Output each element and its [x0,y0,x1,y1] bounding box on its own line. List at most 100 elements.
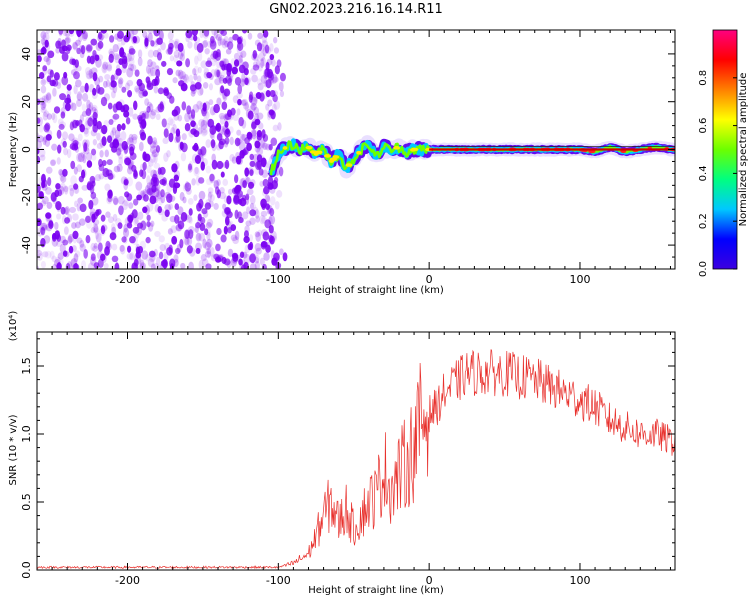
noise-speck [52,79,59,87]
noise-speck [60,111,66,119]
noise-speck [63,207,69,215]
noise-speck [136,78,143,87]
noise-speck [208,99,214,106]
noise-speck [117,195,125,205]
noise-speck [256,112,264,120]
noise-speck [236,254,241,263]
noise-speck [262,134,269,142]
noise-speck [92,117,98,127]
noise-speck [40,154,46,161]
noise-speck [198,177,205,184]
noise-speck [38,71,45,80]
noise-speck [238,36,244,43]
noise-speck [45,92,52,101]
noise-speck [256,159,262,170]
noise-speck [168,203,173,210]
noise-speck [249,169,254,177]
noise-speck [179,191,185,201]
noise-speck [123,223,128,233]
noise-speck [185,180,190,189]
noise-speck [154,204,160,213]
noise-speck [123,110,130,118]
noise-speck [129,236,136,244]
noise-speck [69,206,77,214]
noise-speck [213,179,219,189]
noise-speck [76,99,83,107]
noise-speck [147,135,153,144]
noise-speck [124,191,130,198]
noise-speck [37,218,42,227]
noise-speck [46,201,53,209]
y-tick-label: -20 [20,188,33,206]
noise-speck [250,103,257,111]
noise-speck [168,42,174,50]
noise-speck [159,101,164,110]
noise-speck [268,224,274,234]
noise-speck [269,43,274,52]
noise-speck [249,105,256,113]
noise-speck [90,256,97,266]
noise-speck [206,231,211,241]
noise-speck [141,89,148,97]
noise-speck [96,120,102,130]
noise-speck [153,248,158,257]
noise-speck [184,182,192,192]
noise-speck [106,135,113,144]
noise-speck [101,64,108,74]
noise-speck [220,234,227,243]
noise-speck [70,257,78,268]
noise-speck [158,197,163,206]
noise-speck [205,139,212,148]
noise-speck [197,213,202,222]
noise-speck [157,48,162,56]
noise-speck [156,171,164,180]
noise-speck [162,137,169,145]
noise-speck [41,101,47,109]
noise-speck [238,64,246,74]
noise-speck [75,79,82,88]
noise-speck [234,137,241,147]
noise-speck [81,169,86,179]
noise-speck [126,166,133,175]
noise-speck [45,187,52,195]
noise-speck [75,39,81,46]
noise-speck [111,243,118,251]
noise-speck [249,195,256,205]
noise-speck [273,36,278,44]
colorbar-tick-label: 0.6 [698,118,709,134]
noise-speck [108,118,114,126]
noise-speck [224,113,232,121]
noise-speck [147,67,154,77]
noise-speck [271,180,278,190]
noise-speck [226,211,233,219]
noise-speck [117,152,124,160]
noise-speck [149,67,157,77]
noise-speck [53,72,60,81]
noise-speck [97,242,103,252]
noise-speck [51,143,58,151]
noise-speck [113,197,119,206]
noise-speck [208,73,214,81]
noise-speck [169,95,175,104]
noise-speck [91,106,97,114]
noise-speck [246,188,254,196]
noise-speck [123,236,128,244]
noise-speck [65,262,71,269]
noise-speck [166,67,174,76]
noise-speck [66,84,72,91]
noise-speck [115,64,121,73]
noise-speck [152,140,158,148]
noise-speck [46,113,53,120]
noise-speck [249,209,257,217]
noise-speck [274,65,281,75]
noise-speck [59,93,67,101]
noise-speck [64,102,71,112]
noise-speck [55,77,62,87]
noise-speck [233,191,238,200]
noise-speck [243,261,249,269]
noise-speck [144,110,151,120]
noise-speck [268,216,273,226]
noise-speck [169,118,175,127]
noise-speck [127,30,132,38]
noise-speck [72,263,80,269]
